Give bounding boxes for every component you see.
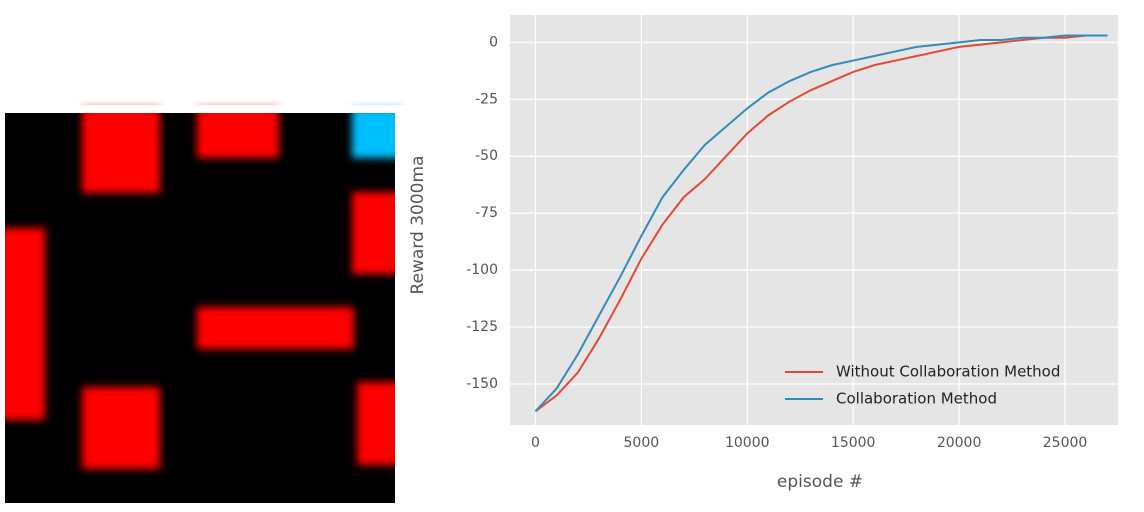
y-tick-label: -150 [466,376,498,392]
y-tick-label: -50 [475,148,498,164]
legend-label: Collaboration Method [836,390,997,408]
x-tick-label: 5000 [624,435,660,451]
x-tick-label: 15000 [831,435,876,451]
y-tick-label: -125 [466,319,498,335]
legend-label: Without Collaboration Method [836,363,1060,381]
line [534,34,1108,413]
y-tick-label: -25 [475,91,498,107]
x-tick-label: 10000 [725,435,770,451]
grid-world-image [0,105,420,508]
plot-area [510,15,1118,425]
x-tick-label: 25000 [1043,435,1088,451]
y-tick-label: -75 [475,205,498,221]
x-tick-label: 0 [531,435,540,451]
x-axis-label: episode # [777,472,863,492]
y-tick-label: -100 [466,262,498,278]
line [534,34,1108,413]
y-axis-label: Reward 3000ma [408,156,428,295]
x-tick-label: 20000 [937,435,982,451]
y-tick-label: 0 [489,34,498,50]
